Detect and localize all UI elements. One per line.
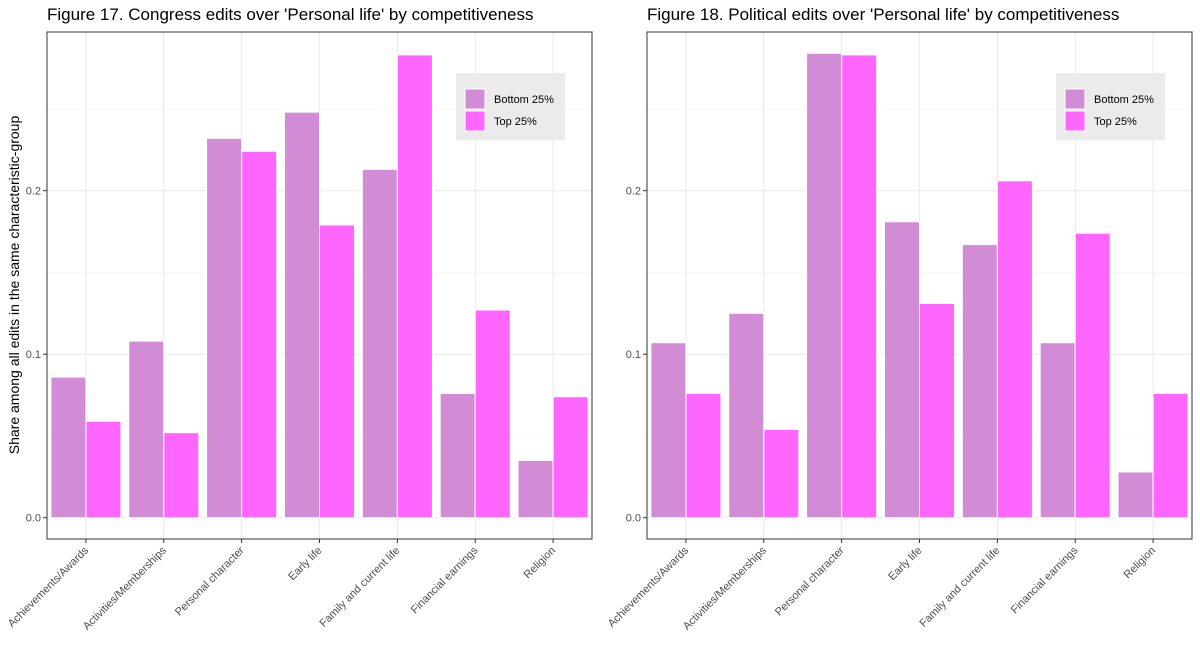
chart-2-bar-top25 bbox=[919, 302, 956, 519]
chart-1-y-tick-label: 0.0 bbox=[26, 513, 41, 525]
chart-2-x-tick-label: Personal character bbox=[773, 544, 847, 618]
chart-1-bar-bottom25 bbox=[283, 111, 321, 519]
chart-1-legend-key-top25 bbox=[464, 110, 486, 132]
chart-2-legend-label-bottom25: Bottom 25% bbox=[1094, 94, 1154, 106]
chart-2-bar-bottom25 bbox=[961, 244, 998, 519]
chart-1-x-tick-label: Activities/Memberships bbox=[81, 544, 169, 632]
chart-2-y-tick-label: 0.2 bbox=[626, 186, 641, 198]
chart-2-legend-label-top25: Top 25% bbox=[1094, 116, 1137, 128]
chart-1-y-tick-label: 0.2 bbox=[26, 186, 41, 198]
chart-1-bar-bottom25 bbox=[439, 392, 476, 519]
chart-1-y-axis-label: Share among all edits in the same charac… bbox=[6, 116, 22, 455]
chart-1-plot-group: 0.0 0.1 0.2 Achievements/AwardsActivities/M… bbox=[6, 31, 593, 633]
chart-1-title: Figure 17. Congress edits over 'Personal… bbox=[47, 5, 534, 24]
chart-1-legend-key-bottom25 bbox=[464, 88, 486, 110]
chart-1-x-tick-label: Personal character bbox=[173, 544, 247, 618]
chart-1-bar-top25 bbox=[552, 396, 589, 519]
chart-2-plot-group: 0.0 0.1 0.2 Achievements/AwardsActivities/M… bbox=[606, 31, 1193, 633]
chart-2-x-tick-label: Religion bbox=[1122, 545, 1159, 582]
chart-2-bar-bottom25 bbox=[883, 221, 921, 519]
chart-1-bar-bottom25 bbox=[50, 376, 87, 519]
chart-1-legend: Bottom 25% Top 25% bbox=[456, 73, 565, 140]
chart-1-y-tick-label: 0.1 bbox=[26, 349, 41, 361]
chart-2-legend-key-bottom25 bbox=[1064, 88, 1086, 110]
chart-2-bar-bottom25 bbox=[1039, 342, 1076, 519]
chart-2-bar-top25 bbox=[996, 180, 1033, 519]
chart-2-bar-bottom25 bbox=[1117, 471, 1154, 519]
chart-1-x-tick-label: Financial earnings bbox=[409, 544, 481, 616]
chart-1-bar-bottom25 bbox=[206, 137, 243, 519]
chart-2-x-tick-label: Early life bbox=[886, 545, 924, 583]
chart-1-bar-bottom25 bbox=[361, 168, 398, 519]
chart-2-x-tick-label: Family and current life bbox=[917, 545, 1002, 630]
chart-1-x-tick-label: Family and current life bbox=[317, 545, 402, 630]
chart-2-legend: Bottom 25% Top 25% bbox=[1056, 73, 1165, 140]
chart-2-y-tick-label: 0.1 bbox=[626, 349, 641, 361]
chart-2-y-tick-label: 0.0 bbox=[626, 513, 641, 525]
chart-2-bar-top25 bbox=[841, 54, 878, 519]
chart-2-bar-top25 bbox=[1152, 392, 1189, 519]
chart-2-bar-bottom25 bbox=[806, 52, 843, 519]
chart-1-bar-top25 bbox=[85, 420, 122, 519]
chart-2-x-tick-label: Financial earnings bbox=[1009, 544, 1081, 616]
chart-2-bar-top25 bbox=[763, 428, 800, 519]
chart-2-bar-top25 bbox=[1074, 232, 1111, 519]
chart-2-x-tick-label: Achievements/Awards bbox=[606, 544, 692, 630]
chart-1-x-tick-label: Achievements/Awards bbox=[6, 544, 92, 630]
chart-1-x-tick-label: Religion bbox=[522, 545, 559, 582]
chart-1-bar-top25 bbox=[396, 54, 433, 519]
chart-1-bar-top25 bbox=[241, 150, 278, 519]
chart-1-bar-top25 bbox=[163, 432, 200, 519]
chart-2-x-tick-label: Activities/Memberships bbox=[681, 544, 769, 632]
chart-1-legend-label-bottom25: Bottom 25% bbox=[494, 94, 554, 106]
chart-2-bar-bottom25 bbox=[650, 342, 687, 519]
chart-1-x-tick-label: Early life bbox=[286, 545, 324, 583]
chart-2-title: Figure 18. Political edits over 'Persona… bbox=[647, 5, 1119, 24]
chart-1-bar-top25 bbox=[474, 309, 511, 519]
chart-1-legend-label-top25: Top 25% bbox=[494, 116, 537, 128]
chart-2-bar-bottom25 bbox=[728, 312, 765, 519]
chart-1-bar-bottom25 bbox=[128, 340, 165, 519]
chart-1-bar-top25 bbox=[319, 224, 356, 519]
chart-2-legend-key-top25 bbox=[1064, 110, 1086, 132]
chart-1-bar-bottom25 bbox=[517, 459, 554, 519]
chart-2-bar-top25 bbox=[685, 392, 722, 519]
